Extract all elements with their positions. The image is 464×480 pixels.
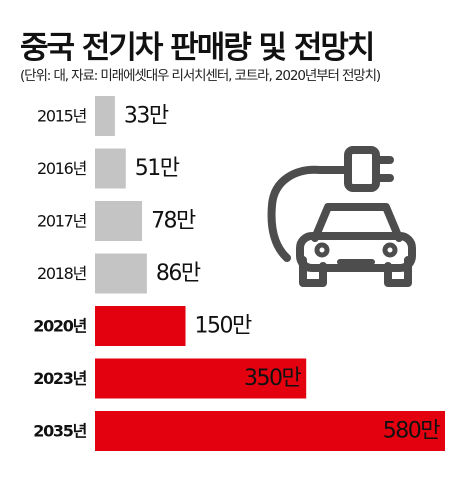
chart-title: 중국 전기차 판매량 및 전망치: [20, 30, 375, 66]
bar: [95, 253, 147, 294]
value-label: 86만: [156, 261, 201, 286]
value-label: 78만: [151, 209, 196, 234]
category-label: 2023년: [33, 369, 86, 388]
category-label: 2017년: [37, 212, 87, 231]
value-label: 150만: [195, 314, 252, 339]
bar: [95, 306, 186, 346]
value-label: 350만: [244, 366, 301, 391]
category-label: 2020년: [33, 317, 86, 336]
bar: [95, 358, 307, 399]
chart-subtitle: (단위: 대, 자료: 미래에셋대우 리서치센터, 코트라, 2020년부터 전…: [20, 68, 381, 84]
category-label: 2018년: [37, 264, 87, 283]
value-label: 580만: [383, 419, 440, 444]
bar: [95, 148, 126, 189]
category-label: 2016년: [37, 159, 87, 178]
value-label: 33만: [124, 104, 169, 129]
bar: [95, 201, 143, 241]
electric-car-plug-icon: [267, 146, 416, 287]
value-label: 51만: [135, 156, 180, 181]
category-label: 2035년: [33, 422, 86, 441]
bars-group: 2015년 33만 2016년 51만 2017년 78만 2018년 86만 2020년 150…: [33, 96, 445, 451]
bar: [95, 411, 445, 451]
bar: [95, 96, 115, 136]
category-label: 2015년: [37, 107, 87, 126]
